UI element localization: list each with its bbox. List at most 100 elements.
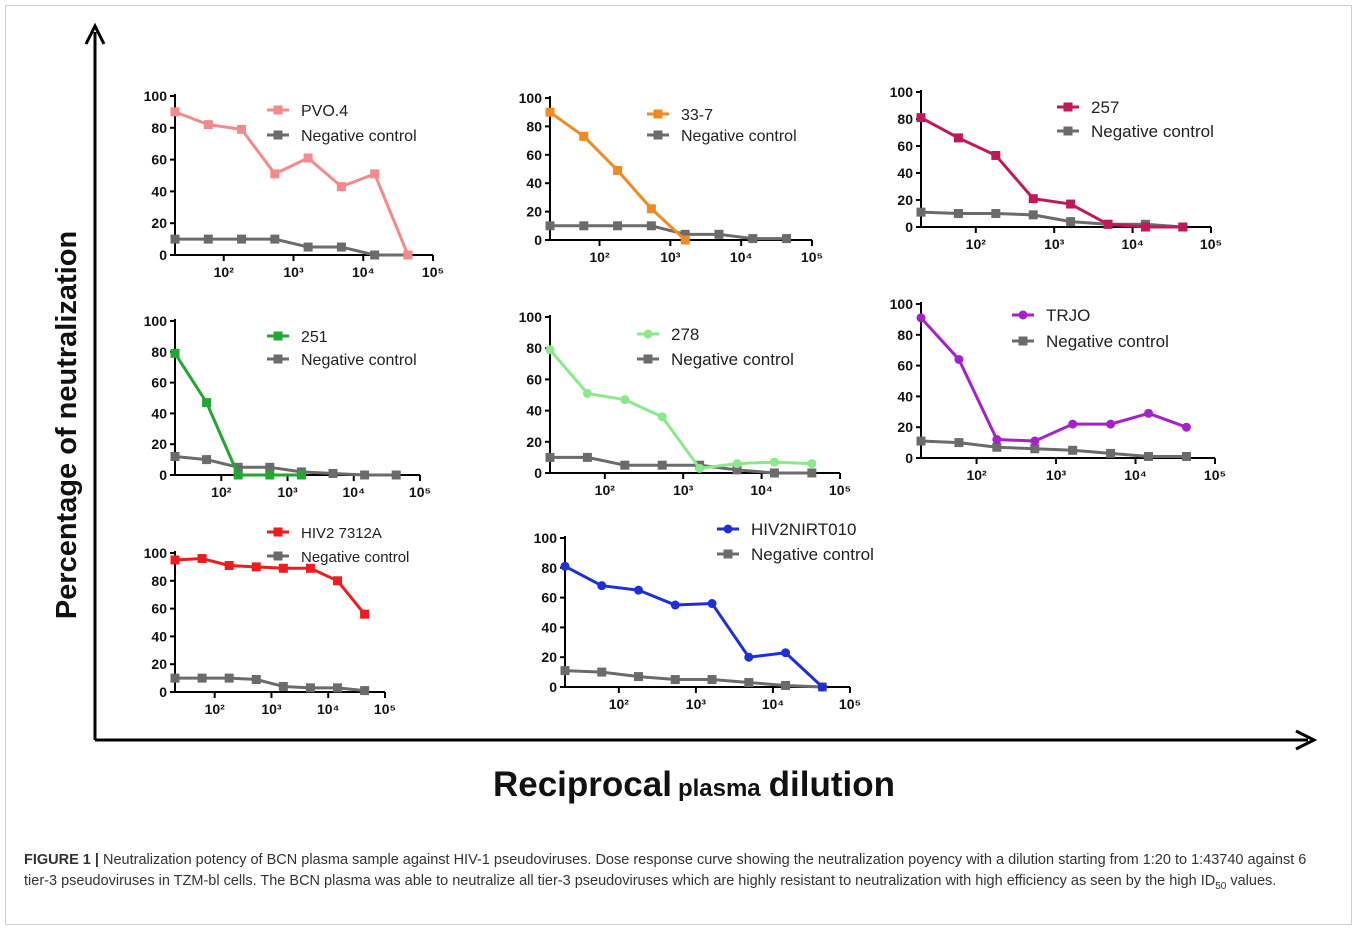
y-tick-label: 20 — [151, 656, 167, 672]
x-tick-label: 10³ — [660, 249, 681, 265]
data-point — [1028, 194, 1038, 204]
data-point — [303, 153, 313, 163]
legend-marker — [273, 331, 283, 341]
y-tick-label: 60 — [526, 371, 542, 387]
series-line-control — [920, 439, 1187, 458]
y-tick-label: 100 — [890, 296, 914, 312]
x-tick-label: 10² — [214, 264, 235, 280]
data-point — [620, 460, 630, 470]
data-point — [296, 470, 306, 480]
y-tick-label: 40 — [526, 175, 542, 191]
x-tick-label: 10³ — [673, 482, 694, 498]
x-tick-label: 10² — [966, 236, 987, 252]
data-point — [303, 242, 313, 252]
data-point — [769, 468, 779, 478]
series-line-sample — [564, 564, 824, 689]
data-point — [1066, 217, 1076, 227]
data-point — [251, 562, 261, 572]
y-tick-label: 0 — [905, 450, 913, 466]
x-tick-label: 10⁴ — [750, 482, 773, 498]
legend-label: HIV2NIRT010 — [751, 520, 857, 539]
data-point — [732, 465, 742, 475]
data-point — [203, 234, 213, 244]
data-point — [646, 204, 656, 214]
legend-marker — [643, 329, 653, 339]
data-point — [403, 250, 413, 260]
y-tick-label: 80 — [151, 120, 167, 136]
y-tick-label: 0 — [159, 684, 167, 700]
x-tick-label: 10² — [609, 696, 630, 712]
y-tick-label: 40 — [151, 183, 167, 199]
data-point — [336, 182, 346, 192]
data-point — [680, 235, 690, 245]
data-point — [1030, 444, 1040, 454]
data-point — [1144, 451, 1154, 461]
y-tick-label: 80 — [151, 573, 167, 589]
data-point — [953, 209, 963, 218]
legend-label: Negative control — [301, 352, 417, 369]
y-tick-label: 80 — [151, 344, 167, 360]
legend-marker — [273, 551, 283, 561]
data-point — [1181, 451, 1191, 461]
data-point — [203, 120, 213, 130]
data-point — [916, 113, 926, 123]
y-tick-label: 60 — [897, 358, 913, 374]
x-tick-label: 10⁵ — [829, 482, 851, 498]
data-point — [670, 675, 680, 685]
x-tick-label: 10⁴ — [352, 264, 375, 280]
data-point — [170, 107, 180, 117]
legend-marker — [653, 109, 663, 119]
caption-text: Neutralization potency of BCN plasma sam… — [24, 852, 1307, 889]
y-tick-label: 100 — [519, 309, 543, 325]
data-point — [748, 234, 758, 244]
data-point — [916, 207, 926, 217]
series-line-sample — [549, 110, 687, 242]
y-tick-label: 80 — [897, 327, 913, 343]
legend-label: Negative control — [301, 549, 409, 566]
x-tick-label: 10³ — [277, 484, 298, 500]
data-point — [197, 673, 207, 683]
data-point — [657, 412, 667, 422]
data-point — [360, 470, 370, 480]
y-tick-label: 40 — [541, 619, 557, 635]
y-tick-label: 20 — [897, 419, 913, 435]
data-point — [233, 470, 243, 480]
data-point — [1140, 222, 1150, 232]
data-point — [992, 435, 1002, 445]
data-point — [1066, 199, 1076, 209]
data-point — [1106, 448, 1116, 458]
y-tick-label: 40 — [897, 165, 913, 181]
x-tick-label: 10³ — [1046, 467, 1067, 483]
data-point — [1068, 445, 1078, 455]
data-point — [769, 457, 779, 467]
chart-panel-3: 0 20 40 60 80 100 10² 10³ 10⁴ 10⁵ 257 Negative cont… — [890, 84, 1222, 252]
data-point — [333, 576, 343, 586]
data-point — [1028, 210, 1038, 220]
data-point — [953, 133, 963, 143]
y-tick-label: 80 — [526, 340, 542, 356]
data-point — [781, 681, 791, 691]
chart-panel-5: 0 20 40 60 80 100 10² 10³ 10⁴ 10⁵ 278 Negative cont… — [519, 309, 851, 498]
x-tick-label: 10⁵ — [1200, 236, 1222, 252]
y-tick-label: 40 — [897, 388, 913, 404]
y-tick-label: 80 — [526, 118, 542, 134]
data-point — [265, 462, 275, 472]
data-point — [1103, 219, 1113, 229]
data-point — [333, 683, 343, 693]
y-tick-label: 60 — [897, 138, 913, 154]
figure-caption: FIGURE 1 | Neutralization potency of BCN… — [24, 850, 1334, 897]
chart-panel-8: 0 20 40 60 80 100 10² 10³ 10⁴ 10⁵ HIV2NIRT010 Negat… — [534, 520, 874, 712]
data-point — [613, 165, 623, 175]
y-tick-label: 0 — [159, 247, 167, 263]
y-tick-label: 100 — [890, 84, 914, 100]
x-tick-label: 10⁵ — [409, 484, 431, 500]
series-line-sample — [173, 352, 302, 477]
y-tick-label: 100 — [144, 313, 168, 329]
data-point — [370, 169, 380, 179]
series-line-sample — [919, 316, 1187, 443]
legend-label: 278 — [671, 325, 699, 344]
legend-label: PVO.4 — [301, 103, 348, 120]
y-tick-label: 60 — [151, 601, 167, 617]
data-point — [1181, 422, 1191, 432]
